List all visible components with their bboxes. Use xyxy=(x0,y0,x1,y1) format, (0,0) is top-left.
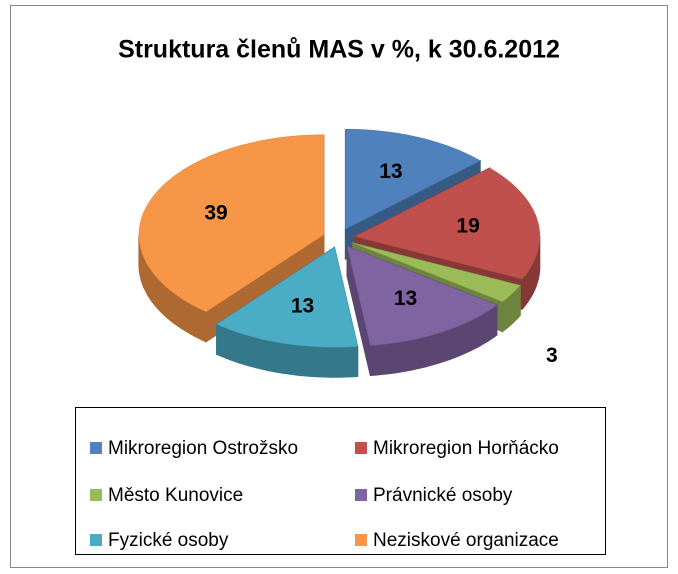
data-label: 3 xyxy=(546,344,558,367)
slice xyxy=(216,246,359,378)
slice-top xyxy=(346,245,498,346)
legend-box xyxy=(75,407,606,555)
legend-swatch xyxy=(355,489,367,501)
legend-swatch xyxy=(90,489,102,501)
legend-swatch xyxy=(90,534,102,546)
slice-top xyxy=(352,242,521,302)
slice-top xyxy=(138,134,325,313)
legend-swatch xyxy=(355,534,367,546)
legend-label: Právnické osoby xyxy=(373,485,513,506)
slice xyxy=(346,245,498,377)
data-label: 13 xyxy=(291,294,314,317)
data-label: 13 xyxy=(379,160,402,183)
legend-label: Mikroregion Horňácko xyxy=(373,438,559,459)
chart-title: Struktura členů MAS v %, k 30.6.2012 xyxy=(118,36,560,64)
data-label: 39 xyxy=(204,201,227,224)
slice-top xyxy=(345,128,481,230)
data-label: 19 xyxy=(456,214,479,237)
legend-label: Mikroregion Ostrožsko xyxy=(108,438,298,459)
legend-label: Fyzické osoby xyxy=(108,530,229,551)
legend-swatch xyxy=(90,442,102,454)
data-label: 13 xyxy=(394,287,417,310)
slice-top xyxy=(216,246,359,348)
slice-top xyxy=(354,167,541,280)
legend-swatch xyxy=(355,442,367,454)
legend-label: Neziskové organizace xyxy=(373,530,559,551)
legend-label: Město Kunovice xyxy=(108,485,243,506)
